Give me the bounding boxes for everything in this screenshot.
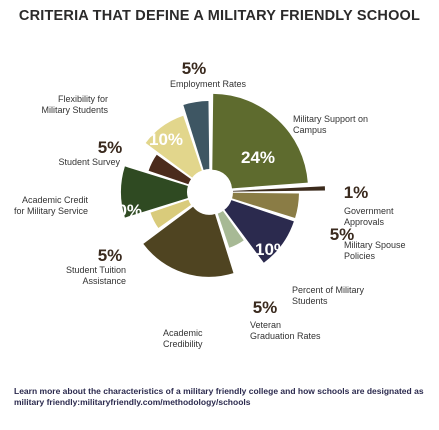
center-hole — [190, 172, 230, 212]
category-label: Veteran Graduation Rates — [250, 320, 321, 341]
value-label: 20% — [172, 282, 208, 301]
value-label: 10% — [107, 201, 143, 220]
wedge — [121, 166, 188, 218]
value-label: 5% — [97, 138, 123, 157]
category-label: Academic Credit for Military Service — [13, 195, 88, 216]
wedge — [148, 154, 192, 185]
category-label: Military Spouse Policies — [344, 240, 406, 261]
value-label: 5% — [329, 225, 355, 244]
wedge — [232, 192, 299, 219]
wedge — [145, 115, 202, 178]
category-label: Government Approvals — [344, 206, 394, 227]
category-label: Military Support on Campus — [293, 114, 369, 135]
category-label: Student Survey — [58, 157, 120, 167]
wedge — [183, 101, 210, 170]
value-label: 1% — [343, 183, 369, 202]
wedge — [232, 186, 325, 192]
footnote: Learn more about the characteristics of … — [14, 386, 424, 407]
category-label: Flexibility for Military Students — [41, 94, 108, 115]
wedge — [217, 210, 244, 248]
wedge — [143, 206, 234, 277]
chart-title: CRITERIA THAT DEFINE A MILITARY FRIENDLY… — [18, 8, 421, 24]
value-label: 5% — [181, 59, 207, 78]
wedge — [150, 199, 192, 229]
value-label: 5% — [252, 298, 278, 317]
value-label: 5% — [97, 246, 123, 265]
category-label: Student Tuition Assistance — [65, 265, 126, 286]
value-label: 10% — [254, 240, 290, 259]
category-label: Employment Rates — [170, 79, 247, 89]
wedge — [212, 93, 308, 189]
value-label: 10% — [148, 130, 184, 149]
category-label: Percent of Military Students — [292, 285, 365, 306]
value-label: 24% — [240, 148, 276, 167]
wedge — [224, 200, 294, 263]
category-label: Academic Credibility — [163, 328, 203, 349]
